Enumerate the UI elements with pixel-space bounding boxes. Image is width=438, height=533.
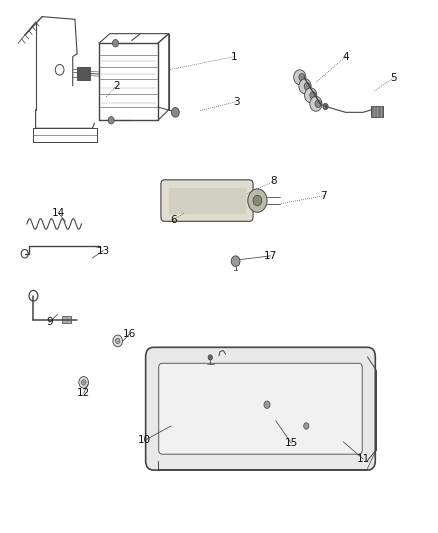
Circle shape (304, 83, 310, 90)
Text: 6: 6 (170, 215, 177, 225)
Circle shape (299, 79, 311, 94)
Text: 10: 10 (138, 435, 152, 446)
FancyBboxPatch shape (161, 180, 253, 221)
Circle shape (113, 335, 123, 347)
Text: 8: 8 (270, 176, 277, 187)
Circle shape (113, 39, 119, 47)
Text: 7: 7 (321, 191, 327, 201)
Text: 4: 4 (343, 52, 349, 61)
Bar (77, 67, 90, 80)
Text: 1: 1 (231, 52, 237, 61)
Circle shape (81, 379, 86, 385)
Circle shape (310, 92, 316, 99)
Text: 2: 2 (113, 81, 120, 91)
Circle shape (248, 189, 267, 212)
Text: 17: 17 (264, 251, 277, 261)
Circle shape (304, 423, 309, 429)
Bar (62, 316, 71, 324)
Circle shape (79, 376, 88, 388)
Circle shape (231, 256, 240, 266)
FancyBboxPatch shape (146, 348, 375, 470)
Text: 16: 16 (123, 329, 136, 339)
Circle shape (293, 70, 306, 85)
Circle shape (323, 103, 328, 110)
Circle shape (116, 338, 120, 344)
Circle shape (299, 74, 305, 81)
Circle shape (315, 100, 321, 108)
Text: 14: 14 (52, 208, 65, 219)
FancyBboxPatch shape (159, 364, 362, 454)
Text: 15: 15 (284, 438, 298, 448)
Circle shape (171, 108, 179, 117)
Circle shape (108, 117, 114, 124)
Text: 13: 13 (97, 246, 110, 255)
Text: 3: 3 (233, 96, 240, 107)
Text: 5: 5 (390, 73, 397, 83)
Circle shape (253, 195, 262, 206)
Circle shape (304, 88, 317, 103)
Circle shape (310, 96, 322, 111)
Circle shape (208, 355, 212, 360)
Text: 12: 12 (77, 388, 90, 398)
Text: 9: 9 (46, 317, 53, 327)
Polygon shape (169, 188, 245, 213)
Bar (371, 106, 383, 117)
Circle shape (264, 401, 270, 408)
Text: 11: 11 (357, 454, 370, 464)
